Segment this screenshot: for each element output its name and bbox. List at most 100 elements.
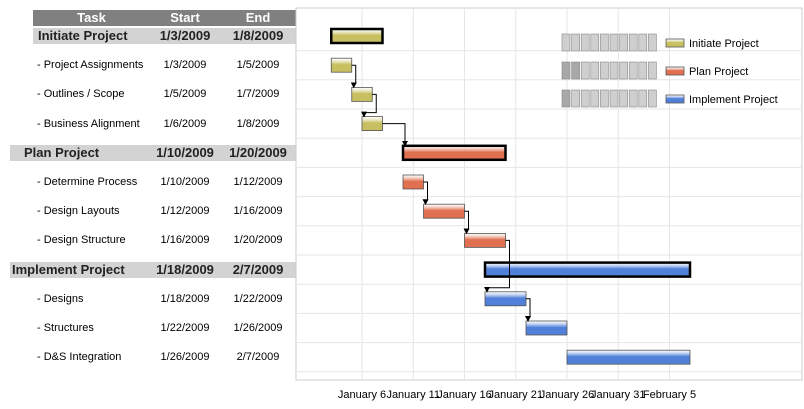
legend-block: [609, 89, 619, 108]
plot-area: [295, 7, 803, 381]
legend-block: [638, 61, 648, 80]
task-bar: [330, 57, 353, 73]
task-start: 1/22/2009: [160, 322, 210, 334]
legend-block: [638, 33, 648, 52]
legend-block: [571, 61, 580, 80]
group-bar: [483, 261, 692, 278]
header-start: Start: [150, 10, 220, 26]
task-end: 1/22/2009: [233, 292, 283, 305]
group-row-band: [33, 28, 296, 44]
dependency-arrow: [484, 239, 510, 293]
dependency-arrow: [422, 181, 429, 206]
task-end: 1/8/2009: [236, 117, 280, 130]
task-bar: [566, 349, 691, 365]
legend-block: [580, 61, 590, 80]
task-bar: [402, 174, 424, 190]
task-start: 1/16/2009: [160, 234, 210, 247]
task-start: 1/6/2009: [163, 117, 207, 130]
legend-block: [648, 89, 657, 108]
task-end: 2/7/2009: [232, 261, 284, 277]
dependency-arrow: [350, 64, 357, 89]
task-end: 1/12/2009: [233, 176, 283, 188]
legend-block: [580, 33, 590, 52]
legend-label: Initiate Project: [689, 38, 759, 50]
task-end: 1/8/2009: [232, 28, 284, 43]
legend-block: [571, 33, 580, 52]
task-name: - Determine Process: [37, 176, 138, 188]
legend-block: [638, 89, 648, 108]
legend-label: Plan Project: [689, 66, 748, 78]
task-bar: [464, 232, 506, 248]
legend-swatch: [665, 66, 685, 76]
task-name: - Outlines / Scope: [37, 88, 125, 101]
legend-block: [580, 89, 590, 108]
task-start: 1/26/2009: [160, 351, 210, 364]
task-name: - Design Layouts: [37, 205, 120, 218]
task-bar: [525, 320, 568, 336]
task-bar: [351, 87, 373, 102]
task-name: - Project Assignments: [37, 59, 144, 72]
legend-block: [628, 89, 638, 108]
group-bar: [330, 27, 384, 45]
task-name: Plan Project: [24, 144, 100, 160]
header-task: Task: [33, 10, 150, 26]
x-tick-label: January 11: [386, 389, 440, 401]
task-table: Task Start End Initiate Project 1/3/2009 1…: [0, 0, 296, 409]
task-start: 1/3/2009: [163, 59, 207, 72]
legend-swatch: [665, 94, 685, 104]
task-name: - Structures: [37, 322, 94, 334]
task-end: 1/20/2009: [233, 234, 283, 247]
legend-block: [561, 89, 571, 108]
task-start: 1/5/2009: [163, 88, 207, 101]
task-start: 1/10/2009: [160, 176, 210, 188]
task-start: 1/3/2009: [159, 28, 211, 43]
x-tick-label: January 6: [338, 389, 386, 401]
x-tick-label: January 26: [540, 389, 594, 401]
legend-block: [628, 61, 638, 80]
legend-block: [590, 33, 600, 52]
legend-block: [619, 61, 628, 80]
task-bar: [484, 291, 527, 307]
legend-block: [619, 33, 628, 52]
legend-block: [561, 33, 571, 52]
legend-block: [628, 33, 638, 52]
task-start: 1/12/2009: [160, 205, 210, 218]
dependency-arrow: [361, 93, 377, 118]
x-tick-label: January 31: [591, 389, 645, 401]
legend-block: [619, 89, 628, 108]
legend-block: [600, 89, 609, 108]
task-end: 2/7/2009: [236, 351, 280, 364]
x-tick-label: January 16: [437, 389, 491, 401]
legend-block: [561, 61, 571, 80]
group-row-band: [10, 261, 296, 278]
legend-block: [600, 33, 609, 52]
task-name: - D&S Integration: [37, 351, 122, 364]
task-end: 1/5/2009: [236, 59, 280, 72]
legend-block: [648, 33, 657, 52]
task-bar: [361, 116, 383, 131]
legend-block: [648, 61, 657, 80]
header-end: End: [220, 10, 296, 26]
task-start: 1/18/2009: [156, 261, 214, 277]
task-end: 1/7/2009: [236, 88, 280, 101]
x-tick-label: February 5: [643, 389, 696, 401]
task-bar: [423, 203, 465, 219]
legend-block: [571, 89, 580, 108]
task-name: - Business Alignment: [37, 117, 140, 130]
dependency-arrow: [382, 123, 408, 147]
task-end: 1/26/2009: [233, 322, 283, 334]
task-name: Implement Project: [12, 261, 125, 277]
x-tick-label: January 21: [489, 389, 543, 401]
task-name: Initiate Project: [38, 28, 128, 43]
legend-block: [590, 61, 600, 80]
legend-block: [600, 61, 609, 80]
group-bar: [401, 144, 507, 162]
task-name: - Designs: [37, 292, 84, 305]
task-end: 1/16/2009: [233, 205, 283, 218]
legend-swatch: [665, 38, 685, 48]
legend-block: [609, 61, 619, 80]
legend-block: [609, 33, 619, 52]
legend-block: [590, 89, 600, 108]
task-start: 1/10/2009: [156, 144, 214, 160]
